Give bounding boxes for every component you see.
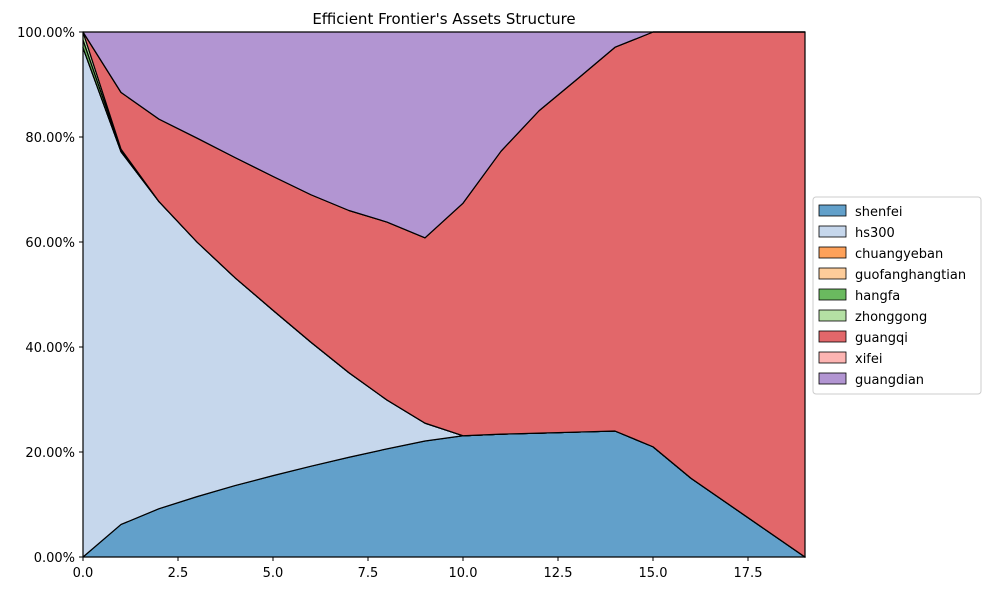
x-tick-label: 2.5 [168, 566, 189, 581]
legend-swatch [818, 288, 847, 301]
legend-label: xifei [855, 352, 883, 367]
x-tick-label: 7.5 [358, 566, 379, 581]
legend-label: guofanghangtian [855, 268, 966, 283]
y-tick-label: 80.00% [25, 131, 75, 146]
legend-label: zhonggong [855, 310, 927, 325]
x-tick-label: 0.0 [73, 566, 94, 581]
x-tick-label: 15.0 [639, 566, 668, 581]
y-tick-label: 60.00% [25, 236, 75, 251]
legend-label: guangqi [855, 331, 908, 346]
plot-frame [82, 31, 806, 558]
legend: shenfei hs300 chuangyeban guofanghangtian ha… [812, 196, 982, 395]
x-tick-label: 12.5 [544, 566, 573, 581]
y-tick-label: 0.00% [34, 551, 75, 566]
legend-box [812, 196, 982, 395]
legend-label: shenfei [855, 205, 902, 220]
legend-label: guangdian [855, 373, 924, 388]
y-tick-label: 20.00% [25, 446, 75, 461]
legend-swatch [818, 204, 847, 217]
legend-swatch [818, 246, 847, 259]
y-tick-label: 100.00% [17, 26, 75, 41]
legend-swatch [818, 351, 847, 364]
legend-swatch [818, 225, 847, 238]
legend-swatch [818, 309, 847, 322]
legend-label: hangfa [855, 289, 900, 304]
x-tick-label: 10.0 [449, 566, 478, 581]
area-series-layer [82, 31, 806, 558]
x-tick-label: 5.0 [263, 566, 284, 581]
legend-label: chuangyeban [855, 247, 943, 262]
legend-label: hs300 [855, 226, 895, 241]
chart-title: Efficient Frontier's Assets Structure [312, 10, 575, 28]
legend-swatch [818, 372, 847, 385]
legend-swatch [818, 267, 847, 280]
y-tick-label: 40.00% [25, 341, 75, 356]
legend-swatch [818, 330, 847, 343]
x-tick-label: 17.5 [734, 566, 763, 581]
axes: 0.0 2.5 5.0 7.5 10.0 12.5 15.0 17.5 0.00% 20.00% 4… [17, 26, 806, 581]
